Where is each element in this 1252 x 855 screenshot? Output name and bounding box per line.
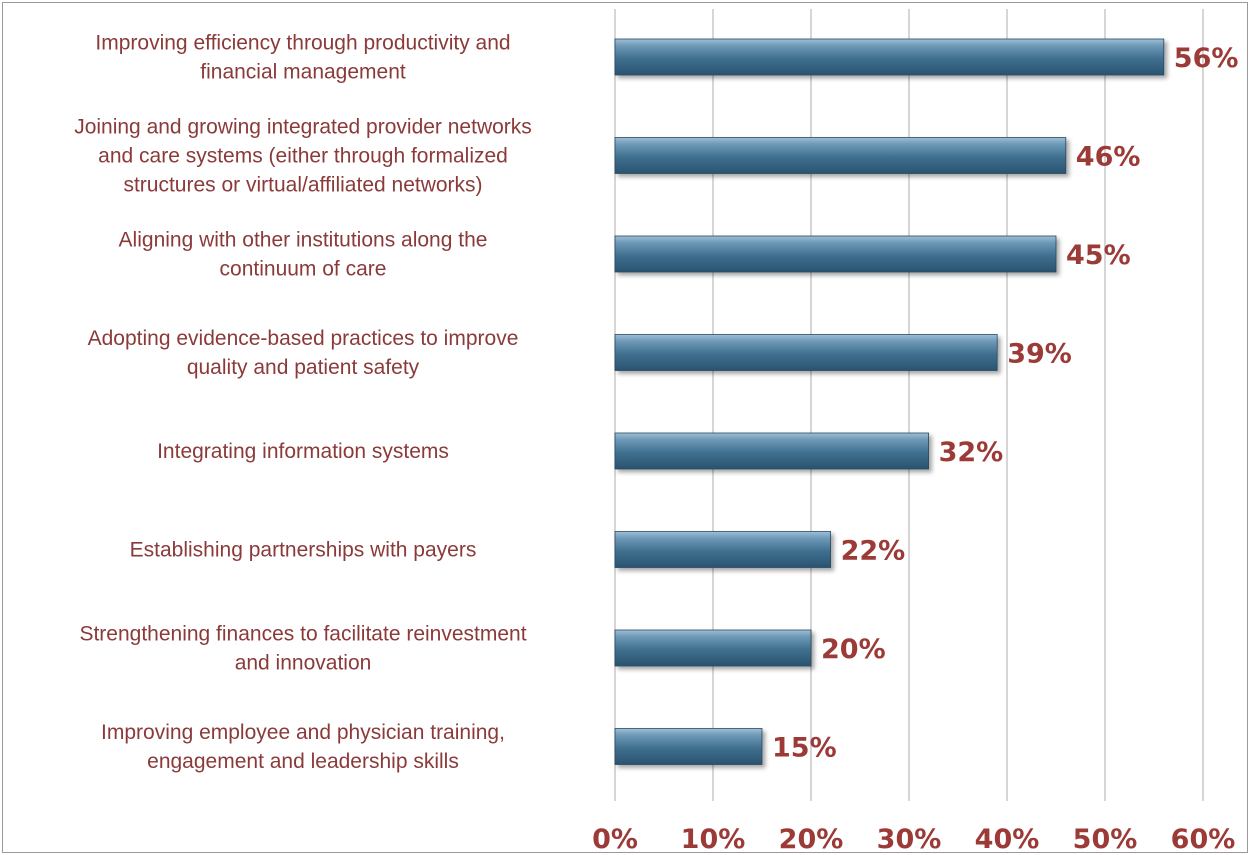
bars [614, 38, 1165, 765]
category-label: Integrating information systems [157, 440, 449, 463]
bar-value-label: 15% [772, 733, 837, 764]
x-tick-label: 0% [592, 824, 638, 854]
category-label: Establishing partnerships with payers [130, 539, 477, 562]
bar [614, 334, 998, 371]
bar [614, 629, 812, 667]
gridlines [614, 9, 1204, 801]
bar-value-label: 39% [1007, 339, 1072, 370]
category-label: Joining and growing integrated provider … [74, 116, 532, 197]
x-tick-label: 20% [779, 824, 844, 854]
bar [614, 432, 930, 470]
bar-value-label: 22% [841, 536, 906, 567]
x-tick-label: 40% [975, 824, 1040, 854]
category-label: Improving efficiency through productivit… [95, 32, 510, 84]
bar-value-label: 56% [1174, 43, 1239, 74]
bar [614, 137, 1067, 174]
category-label: Aligning with other institutions along t… [119, 229, 488, 281]
category-labels: Improving efficiency through productivit… [74, 32, 532, 774]
x-tick-label: 60% [1171, 824, 1236, 854]
bar [614, 235, 1057, 273]
category-label: Strengthening finances to facilitate rei… [79, 623, 526, 675]
category-label: Adopting evidence-based practices to imp… [88, 327, 519, 379]
bar-chart: Improving efficiency through productivit… [74, 9, 1238, 854]
bar [614, 38, 1165, 76]
bar-value-label: 46% [1076, 142, 1141, 173]
x-tick-label: 50% [1073, 824, 1138, 854]
x-tick-label: 30% [877, 824, 942, 854]
x-tick-label: 10% [681, 824, 746, 854]
value-labels: 56% 46% 45% 39% 32% 22% 20% 15% [772, 43, 1238, 764]
category-label: Improving employee and physician trainin… [101, 721, 505, 773]
bar [614, 728, 763, 765]
bar-value-label: 45% [1066, 240, 1131, 271]
bar [614, 531, 832, 568]
bar-value-label: 20% [821, 634, 886, 665]
bar-value-label: 32% [939, 437, 1004, 468]
x-axis-tick-labels: 0% 10% 20% 30% 40% 50% 60% [592, 824, 1235, 854]
